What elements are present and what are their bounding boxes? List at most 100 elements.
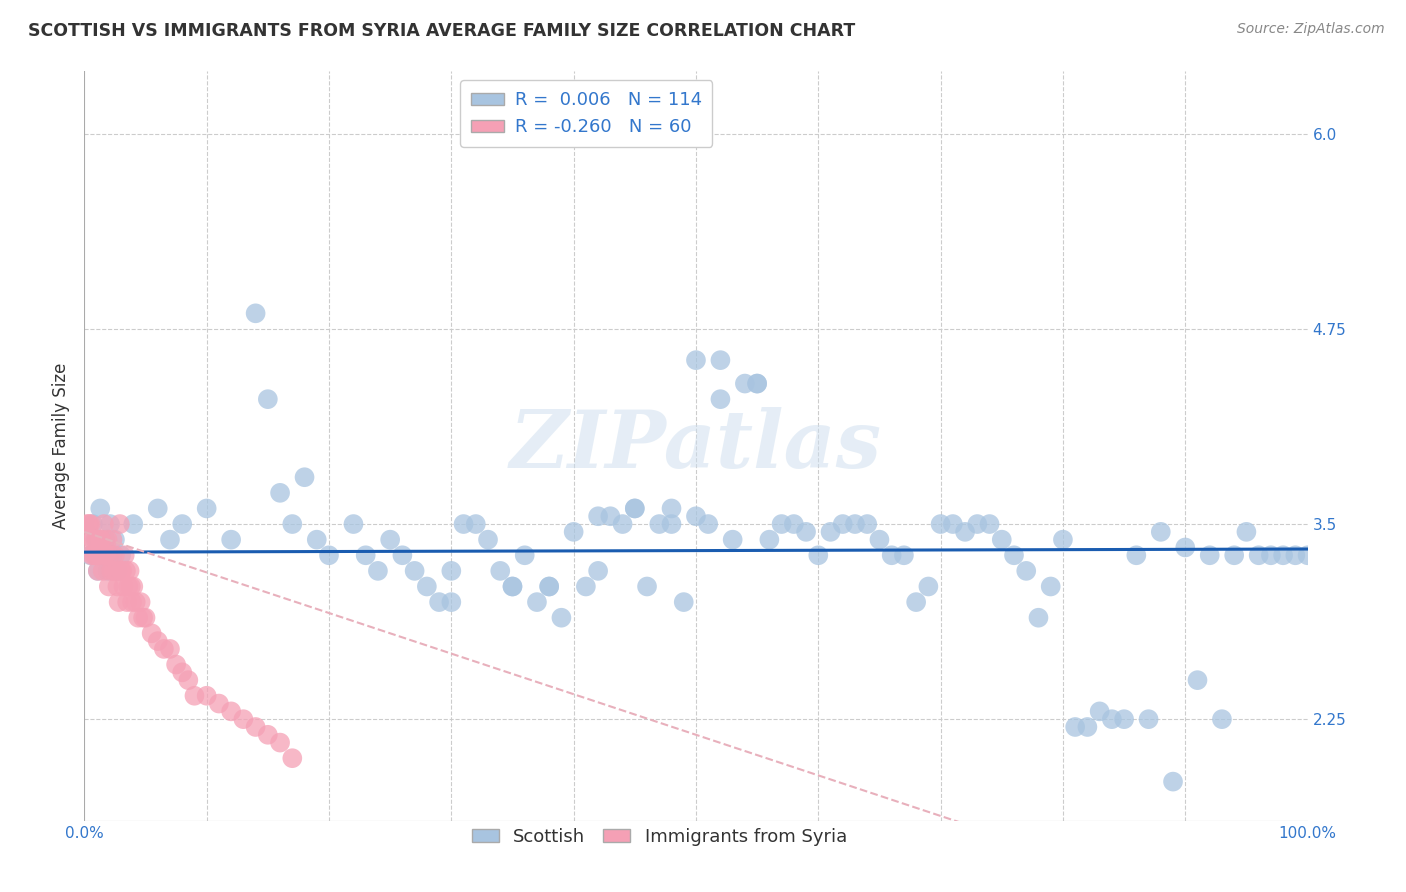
Scottish — [380, 533, 402, 547]
Scottish — [98, 517, 121, 532]
Immigrants from Syria — [76, 517, 98, 532]
Immigrants from Syria — [183, 689, 205, 703]
Immigrants from Syria — [103, 564, 125, 578]
Scottish — [844, 517, 866, 532]
Immigrants from Syria — [195, 689, 218, 703]
Immigrants from Syria — [107, 595, 129, 609]
Immigrants from Syria — [96, 548, 118, 563]
Immigrants from Syria — [115, 564, 138, 578]
Scottish — [440, 564, 463, 578]
Immigrants from Syria — [172, 665, 194, 680]
Immigrants from Syria — [105, 564, 128, 578]
Immigrants from Syria — [104, 548, 127, 563]
Immigrants from Syria — [122, 580, 145, 594]
Scottish — [257, 392, 280, 407]
Immigrants from Syria — [127, 611, 149, 625]
Immigrants from Syria — [269, 735, 291, 749]
Immigrants from Syria — [105, 580, 128, 594]
Scottish — [538, 580, 561, 594]
Scottish — [685, 353, 707, 368]
Scottish — [991, 533, 1014, 547]
Scottish — [1101, 712, 1123, 726]
Scottish — [318, 548, 340, 563]
Scottish — [82, 517, 104, 532]
Scottish — [586, 509, 609, 524]
Immigrants from Syria — [87, 548, 110, 563]
Scottish — [721, 533, 744, 547]
Scottish — [367, 564, 389, 578]
Scottish — [831, 517, 853, 532]
Immigrants from Syria — [87, 564, 110, 578]
Scottish — [513, 548, 536, 563]
Scottish — [697, 517, 720, 532]
Immigrants from Syria — [100, 564, 122, 578]
Scottish — [195, 501, 218, 516]
Immigrants from Syria — [118, 564, 141, 578]
Scottish — [427, 595, 450, 609]
Scottish — [953, 524, 976, 539]
Immigrants from Syria — [208, 697, 231, 711]
Scottish — [91, 548, 114, 563]
Scottish — [575, 580, 598, 594]
Immigrants from Syria — [153, 642, 176, 657]
Scottish — [807, 548, 830, 563]
Immigrants from Syria — [141, 626, 163, 640]
Scottish — [245, 306, 267, 320]
Scottish — [1125, 548, 1147, 563]
Immigrants from Syria — [91, 564, 114, 578]
Immigrants from Syria — [177, 673, 200, 688]
Scottish — [624, 501, 647, 516]
Immigrants from Syria — [245, 720, 267, 734]
Scottish — [172, 517, 194, 532]
Scottish — [1039, 580, 1062, 594]
Scottish — [87, 564, 110, 578]
Scottish — [869, 533, 891, 547]
Scottish — [783, 517, 806, 532]
Immigrants from Syria — [219, 705, 242, 719]
Scottish — [105, 564, 128, 578]
Immigrants from Syria — [110, 564, 132, 578]
Scottish — [1161, 774, 1184, 789]
Text: Source: ZipAtlas.com: Source: ZipAtlas.com — [1237, 22, 1385, 37]
Scottish — [1247, 548, 1270, 563]
Scottish — [1174, 541, 1197, 555]
Scottish — [440, 595, 463, 609]
Scottish — [917, 580, 939, 594]
Scottish — [1211, 712, 1233, 726]
Scottish — [612, 517, 634, 532]
Scottish — [550, 611, 572, 625]
Immigrants from Syria — [93, 517, 115, 532]
Immigrants from Syria — [129, 595, 152, 609]
Scottish — [856, 517, 879, 532]
Scottish — [94, 533, 117, 547]
Scottish — [709, 353, 731, 368]
Immigrants from Syria — [121, 595, 143, 609]
Scottish — [929, 517, 952, 532]
Scottish — [636, 580, 658, 594]
Scottish — [538, 580, 561, 594]
Scottish — [1198, 548, 1220, 563]
Text: SCOTTISH VS IMMIGRANTS FROM SYRIA AVERAGE FAMILY SIZE CORRELATION CHART: SCOTTISH VS IMMIGRANTS FROM SYRIA AVERAG… — [28, 22, 855, 40]
Immigrants from Syria — [257, 728, 280, 742]
Scottish — [1137, 712, 1160, 726]
Immigrants from Syria — [108, 517, 131, 532]
Scottish — [1076, 720, 1098, 734]
Scottish — [942, 517, 965, 532]
Immigrants from Syria — [125, 595, 148, 609]
Scottish — [464, 517, 486, 532]
Scottish — [391, 548, 413, 563]
Scottish — [770, 517, 793, 532]
Immigrants from Syria — [84, 548, 107, 563]
Immigrants from Syria — [159, 642, 181, 657]
Immigrants from Syria — [114, 548, 136, 563]
Scottish — [747, 376, 769, 391]
Scottish — [562, 524, 585, 539]
Scottish — [342, 517, 364, 532]
Scottish — [122, 517, 145, 532]
Scottish — [1002, 548, 1025, 563]
Immigrants from Syria — [97, 533, 120, 547]
Scottish — [672, 595, 695, 609]
Scottish — [526, 595, 548, 609]
Immigrants from Syria — [112, 580, 135, 594]
Immigrants from Syria — [146, 634, 169, 648]
